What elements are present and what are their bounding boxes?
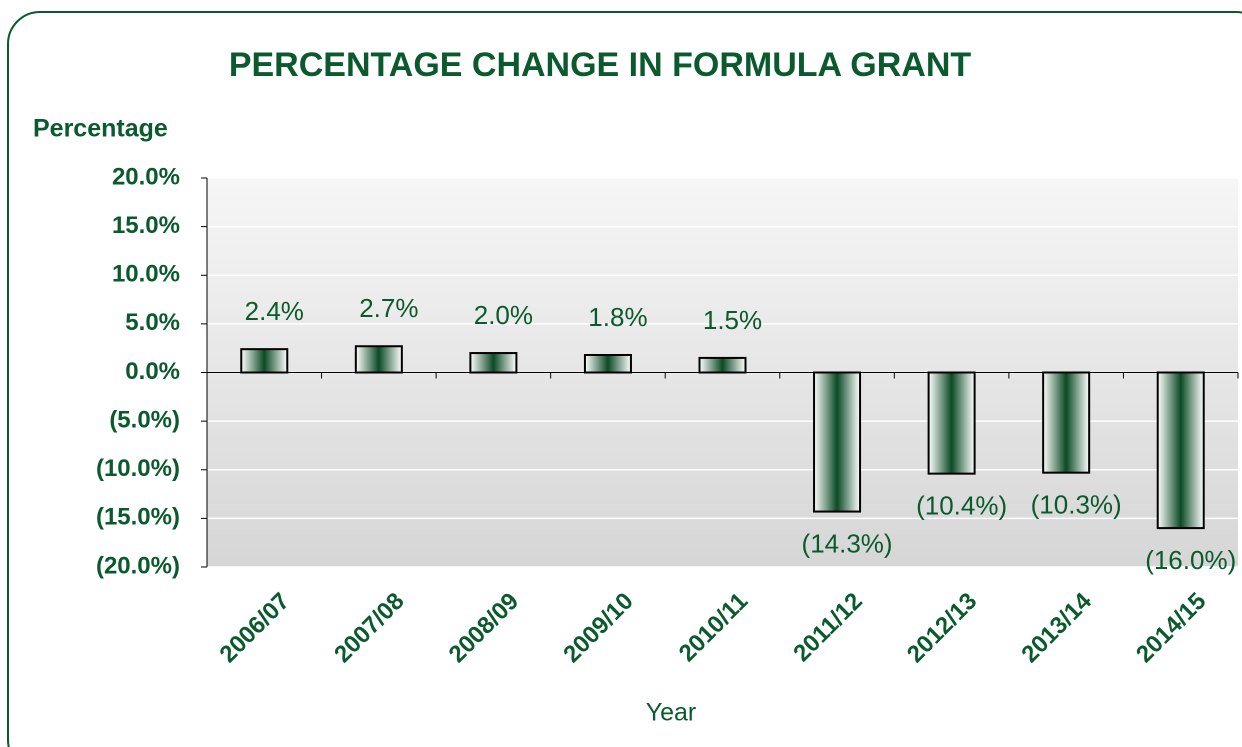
bar bbox=[698, 356, 747, 374]
y-tick-label: 20.0% bbox=[112, 163, 180, 190]
value-label: 1.5% bbox=[703, 305, 762, 335]
value-label: (16.0%) bbox=[1145, 545, 1236, 575]
value-label: 2.7% bbox=[359, 293, 418, 323]
y-tick-label: (20.0%) bbox=[96, 552, 180, 579]
y-tick-label: (10.0%) bbox=[96, 455, 180, 482]
value-label: (10.4%) bbox=[916, 491, 1007, 521]
bar bbox=[1156, 371, 1205, 530]
value-label: 1.8% bbox=[588, 302, 647, 332]
y-tick-label: (15.0%) bbox=[96, 504, 180, 531]
chart-title: PERCENTAGE CHANGE IN FORMULA GRANT bbox=[229, 46, 972, 84]
value-label: (10.3%) bbox=[1031, 490, 1122, 520]
value-label: (14.3%) bbox=[802, 528, 893, 558]
bar bbox=[469, 352, 518, 374]
bar bbox=[813, 371, 862, 513]
y-tick-label: (5.0%) bbox=[109, 406, 180, 433]
x-axis-title: Year bbox=[646, 699, 697, 727]
y-tick-label: 5.0% bbox=[125, 309, 180, 336]
value-label: 2.4% bbox=[245, 296, 304, 326]
y-tick-label: 15.0% bbox=[112, 212, 180, 239]
y-axis-title: Percentage bbox=[33, 115, 168, 143]
y-tick-label: 10.0% bbox=[112, 261, 180, 288]
bar bbox=[927, 371, 976, 475]
bar bbox=[1042, 371, 1091, 474]
bar bbox=[354, 345, 403, 374]
bar bbox=[583, 353, 632, 374]
value-label: 2.0% bbox=[474, 300, 533, 330]
y-tick-label: 0.0% bbox=[125, 358, 180, 385]
bar bbox=[240, 348, 289, 374]
